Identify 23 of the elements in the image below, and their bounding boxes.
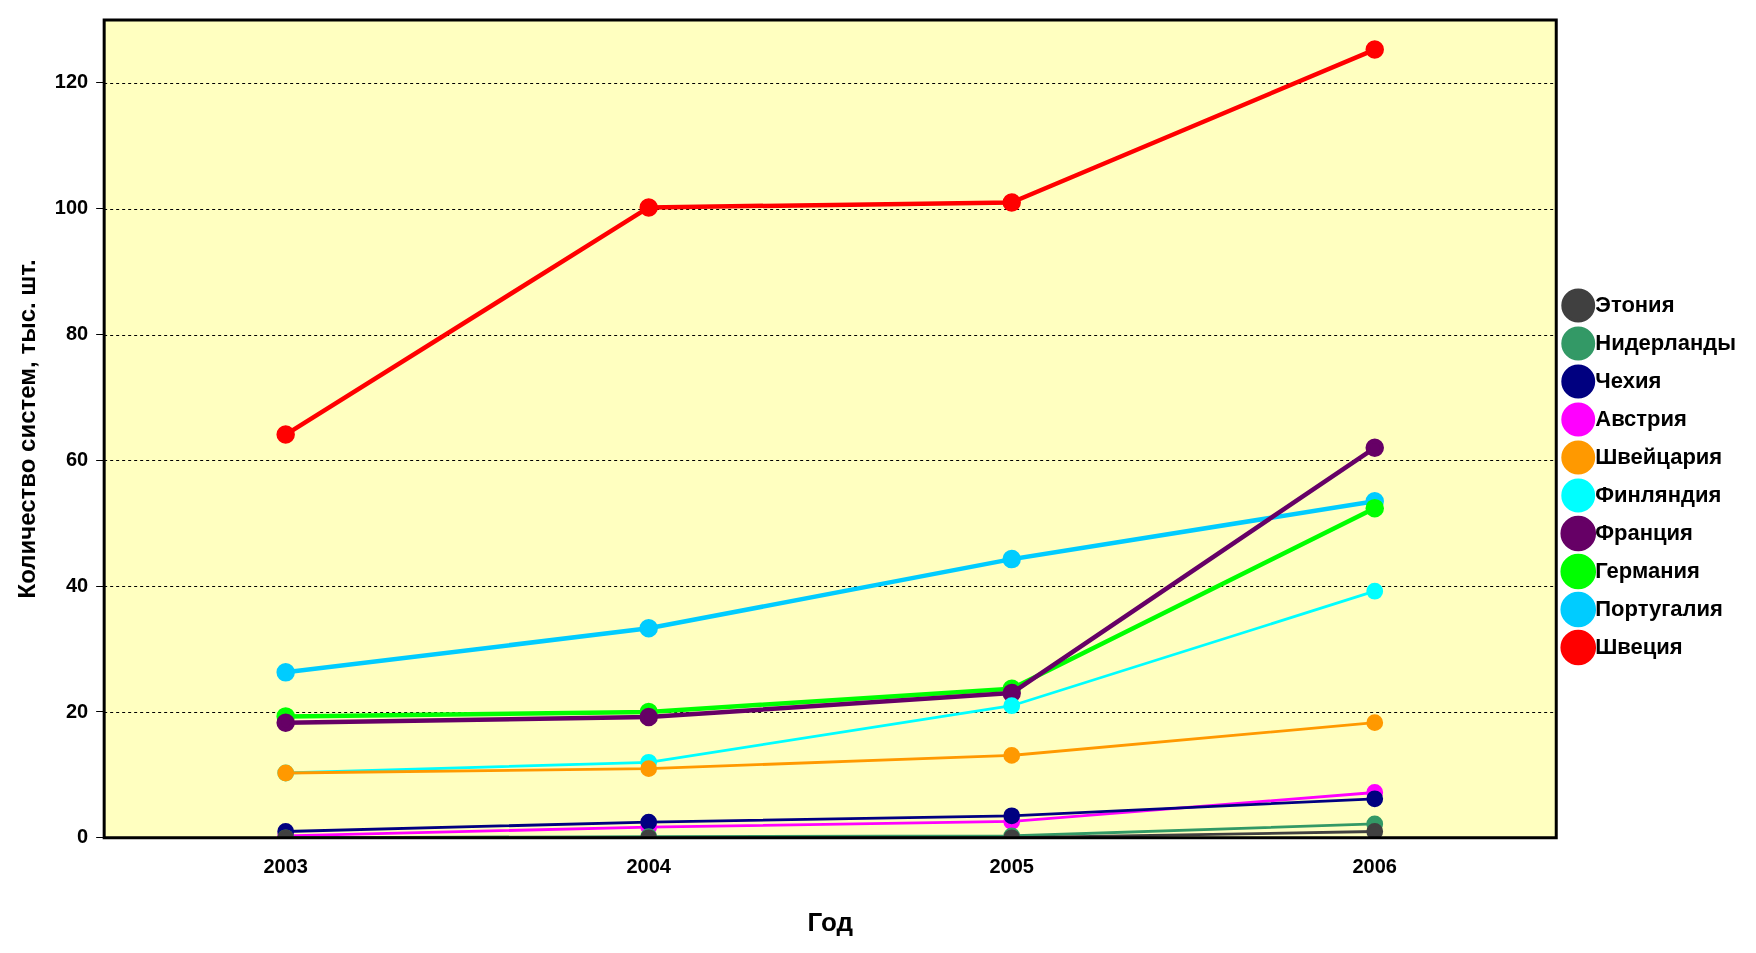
legend-label: Этония: [1595, 291, 1675, 317]
legend-label: Австрия: [1595, 405, 1687, 431]
y-tick-label: 60: [65, 447, 89, 470]
y-tick-label: 20: [65, 699, 89, 722]
x-axis-title: Год: [807, 906, 854, 937]
legend-label: Португалия: [1595, 595, 1723, 621]
x-tick-label: 2006: [1352, 855, 1397, 878]
legend-label: Чехия: [1595, 367, 1662, 393]
legend-label: Германия: [1595, 557, 1700, 583]
y-tick-label: 100: [54, 196, 89, 219]
x-tick-label: 2004: [626, 855, 672, 878]
legend-label: Швеция: [1595, 633, 1683, 659]
legend-label: Финляндия: [1595, 481, 1722, 507]
y-tick-label: 40: [65, 573, 89, 596]
legend-label: Франция: [1595, 519, 1693, 545]
x-tick-label: 2003: [263, 855, 308, 878]
y-tick-label: 0: [77, 825, 89, 848]
legend-label: Швейцария: [1595, 443, 1723, 469]
y-axis-title: Количество систем, тыс. шт.: [13, 259, 41, 599]
x-tick-label: 2005: [989, 855, 1034, 878]
y-tick-label: 80: [65, 322, 89, 345]
legend-label: Нидерланды: [1595, 329, 1737, 355]
y-tick-label: 120: [54, 70, 89, 93]
